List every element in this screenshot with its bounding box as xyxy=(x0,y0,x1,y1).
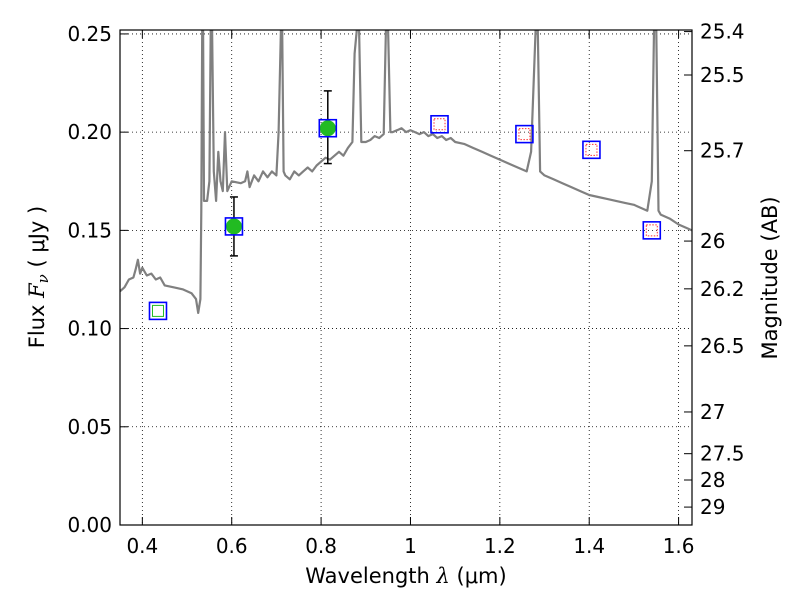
y-axis: 0.00 0.05 0.10 0.15 0.20 0.25 xyxy=(67,22,128,537)
inner-square xyxy=(585,143,598,156)
y2-tick-label: 27.5 xyxy=(700,442,745,466)
y2-tick-label: 29 xyxy=(700,495,725,519)
x-tick-label: 1.6 xyxy=(663,534,695,558)
model-square xyxy=(642,221,662,240)
y-tick-label: 0.05 xyxy=(67,415,112,439)
inner-square xyxy=(433,118,446,131)
points-layer xyxy=(148,90,662,321)
y2-tick-label: 26 xyxy=(700,229,725,253)
inner-square xyxy=(151,304,164,317)
x-tick-label: 1 xyxy=(404,534,417,558)
x-tick-label: 0.8 xyxy=(305,534,337,558)
observed-point xyxy=(225,218,242,235)
model-square xyxy=(318,118,338,138)
y-axis-label: Flux Fν ( μJy ) xyxy=(25,206,52,348)
x-tick-label: 0.6 xyxy=(216,534,248,558)
y2-tick-label: 26.2 xyxy=(700,277,745,301)
y-tick-label: 0.25 xyxy=(67,22,112,46)
y-tick-label: 0.10 xyxy=(67,317,112,341)
x-tick-label: 1.2 xyxy=(484,534,516,558)
y2-tick-label: 25.7 xyxy=(700,139,745,163)
y2-tick-label: 26.5 xyxy=(700,334,745,358)
x-axis-label: Wavelength λ (μm) xyxy=(305,564,506,588)
plot-background xyxy=(120,30,692,525)
x-tick-label: 1.4 xyxy=(573,534,605,558)
model-square xyxy=(515,124,534,144)
inner-square xyxy=(645,224,658,237)
x-tick-label: 0.4 xyxy=(126,534,158,558)
observed-point xyxy=(319,120,336,137)
y-tick-label: 0.15 xyxy=(67,218,112,242)
x-axis: 0.4 0.6 0.8 1 1.2 1.4 1.6 xyxy=(126,30,695,558)
plot-frame xyxy=(119,29,693,526)
grid xyxy=(120,30,692,525)
spectrum-line xyxy=(120,30,692,314)
model-square xyxy=(582,140,601,160)
y2-tick-label: 25.4 xyxy=(700,20,745,44)
y-tick-label: 0.20 xyxy=(67,120,112,144)
y-tick-label: 0.00 xyxy=(67,513,112,537)
y2-tick-label: 27 xyxy=(700,400,725,424)
y2-axis-label: Magnitude (AB) xyxy=(758,196,782,359)
model-square xyxy=(224,217,244,236)
y2-axis: 25.4 25.5 25.7 26 26.2 26.5 27 27.528 29 xyxy=(684,20,745,519)
y2-tick-label: 28 xyxy=(700,468,725,492)
model-square xyxy=(430,114,449,134)
y2-tick-label: 25.5 xyxy=(700,63,745,87)
inner-square xyxy=(518,128,531,141)
model-square xyxy=(148,301,168,321)
spectrum-layer xyxy=(120,30,692,314)
